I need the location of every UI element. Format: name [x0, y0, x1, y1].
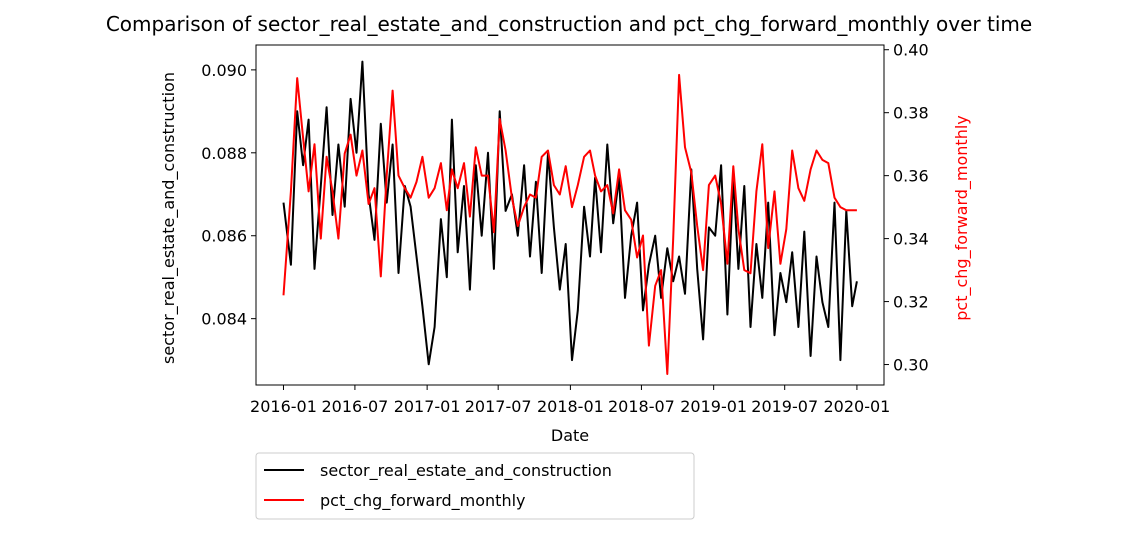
x-tick-label: 2016-07 [321, 397, 388, 416]
x-tick-label: 2017-01 [394, 397, 461, 416]
series-line-pct [282, 73, 857, 375]
right-y-tick-label: 0.32 [893, 293, 929, 312]
right-y-tick-label: 0.30 [893, 356, 929, 375]
plot-lines [282, 60, 858, 375]
x-tick-label: 2016-01 [250, 397, 317, 416]
right-y-axis-label: pct_chg_forward_monthly [952, 115, 972, 321]
right-y-tick-label: 0.34 [893, 230, 929, 249]
x-axis-ticks: 2016-01 2016-07 2017-01 2017-07 2018-01 2018-… [250, 385, 890, 416]
left-y-tick-label: 0.086 [201, 227, 247, 246]
x-axis-label: Date [551, 426, 589, 445]
series-line-sector [282, 60, 858, 366]
legend-label-pct: pct_chg_forward_monthly [320, 491, 526, 511]
right-y-tick-label: 0.38 [893, 104, 929, 123]
left-y-tick-label: 0.088 [201, 144, 247, 163]
left-y-axis-ticks: 0.084 0.086 0.088 0.090 [201, 61, 256, 329]
left-y-axis-label: sector_real_estate_and_construction [159, 72, 179, 364]
right-y-tick-label: 0.36 [893, 167, 929, 186]
legend-frame [255, 452, 695, 520]
right-y-tick-label: 0.40 [893, 41, 929, 60]
legend: sector_real_estate_and_construction pct_… [255, 452, 695, 520]
x-tick-label: 2018-07 [608, 397, 675, 416]
left-y-tick-label: 0.090 [201, 61, 247, 80]
x-tick-label: 2018-01 [537, 397, 604, 416]
x-tick-label: 2017-07 [465, 397, 532, 416]
right-y-axis-ticks: 0.30 0.32 0.34 0.36 0.38 0.40 [884, 41, 929, 375]
legend-label-sector: sector_real_estate_and_construction [320, 461, 612, 481]
x-tick-label: 2020-01 [823, 397, 890, 416]
x-tick-label: 2019-01 [680, 397, 747, 416]
chart-title: Comparison of sector_real_estate_and_con… [106, 12, 1032, 36]
x-tick-label: 2019-07 [751, 397, 818, 416]
left-y-tick-label: 0.084 [201, 310, 247, 329]
